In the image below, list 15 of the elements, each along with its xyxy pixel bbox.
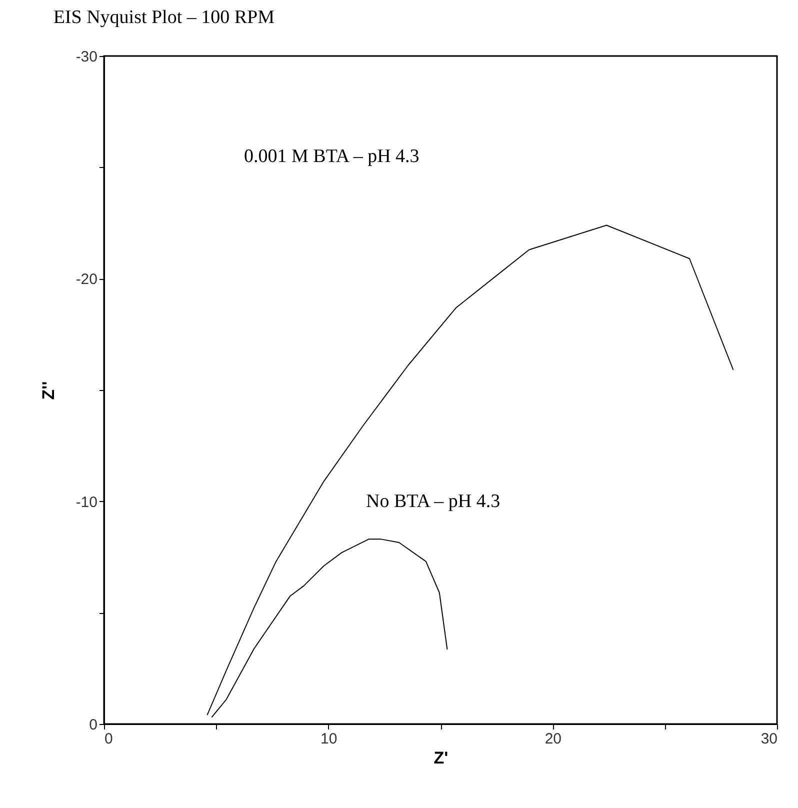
x-axis-title: Z' bbox=[434, 748, 448, 768]
annotation: No BTA – pH 4.3 bbox=[366, 491, 500, 512]
x-tick-label: 30 bbox=[760, 730, 778, 748]
x-tick-label: 20 bbox=[544, 730, 562, 748]
y-tick-label: -20 bbox=[76, 271, 98, 288]
y-axis-title: Z'' bbox=[38, 381, 58, 400]
line-series bbox=[211, 538, 448, 718]
y-tick-label: -30 bbox=[76, 48, 98, 66]
line-series bbox=[206, 224, 734, 716]
y-tick-label: -10 bbox=[76, 494, 98, 511]
x-tick-label: 10 bbox=[320, 730, 338, 748]
chart-title: EIS Nyquist Plot – 100 RPM bbox=[53, 7, 275, 28]
x-tick-label: 0 bbox=[104, 730, 113, 748]
y-tick-label: 0 bbox=[89, 716, 98, 734]
annotation: 0.001 M BTA – pH 4.3 bbox=[244, 146, 420, 167]
